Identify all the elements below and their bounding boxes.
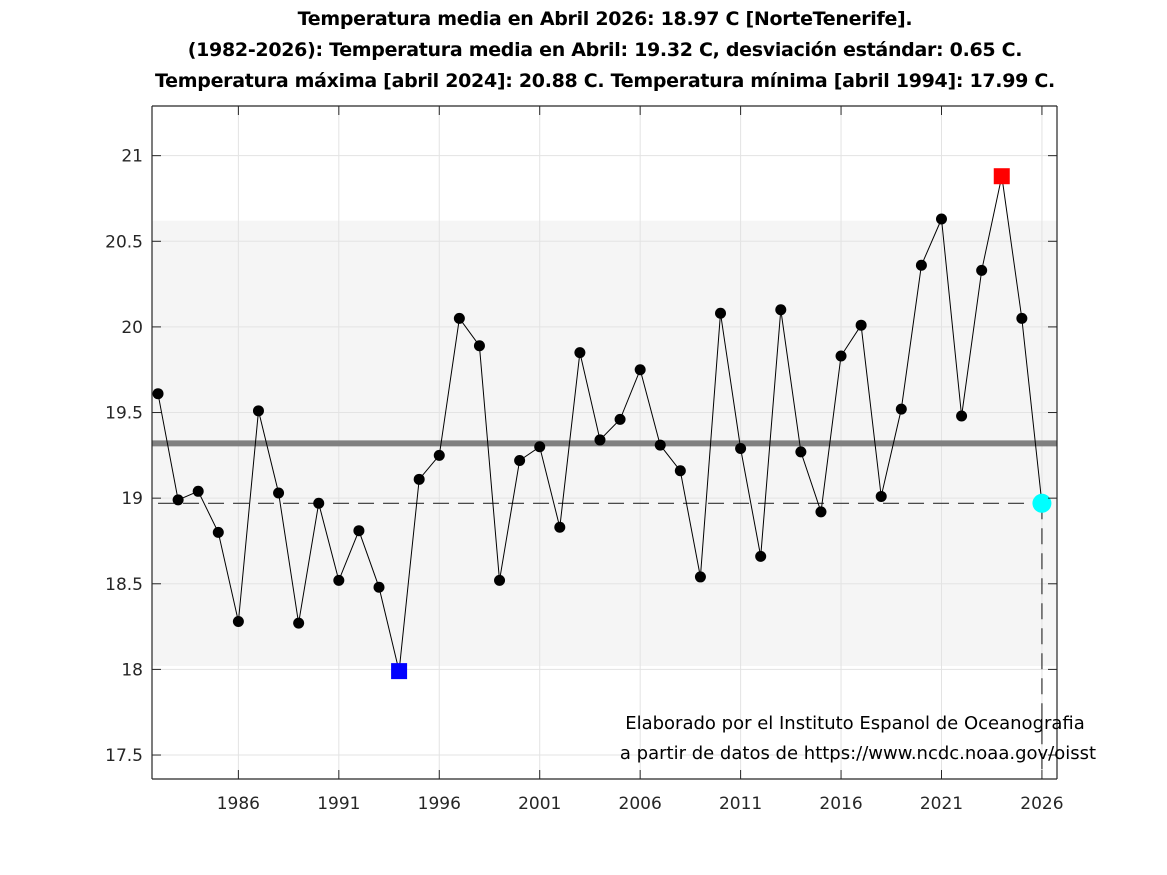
data-point xyxy=(152,388,164,400)
data-point xyxy=(232,615,244,627)
data-point xyxy=(373,581,385,593)
data-point xyxy=(413,473,425,485)
data-point xyxy=(574,347,586,359)
data-point xyxy=(735,442,747,454)
data-point xyxy=(473,340,485,352)
y-tick-label: 18 xyxy=(121,660,143,680)
annotation-line-1: Elaborado por el Instituto Espanol de Oc… xyxy=(625,713,1085,734)
data-point xyxy=(855,319,867,331)
data-point xyxy=(935,213,947,225)
data-point xyxy=(353,525,365,537)
y-tick-label: 20.5 xyxy=(105,232,143,252)
data-point xyxy=(1016,312,1028,324)
y-tick-label: 19 xyxy=(121,489,143,509)
x-tick-label: 2006 xyxy=(619,794,662,814)
data-point xyxy=(654,439,666,451)
current-marker xyxy=(1032,493,1052,513)
data-point xyxy=(192,485,204,497)
chart-title: Temperatura media en Abril 2026: 18.97 C… xyxy=(0,4,1167,97)
reference-lines-layer xyxy=(152,440,1057,779)
y-tick-label: 21 xyxy=(121,147,143,167)
markers-layer xyxy=(152,168,1052,680)
x-tick-label: 2011 xyxy=(719,794,762,814)
data-point xyxy=(494,574,506,586)
data-point xyxy=(895,403,907,415)
data-point xyxy=(634,364,646,376)
data-point xyxy=(293,617,305,629)
x-tick-label: 2001 xyxy=(518,794,561,814)
data-point xyxy=(694,571,706,583)
title-line-2: (1982-2026): Temperatura media en Abril:… xyxy=(187,39,1023,61)
data-point xyxy=(273,487,285,499)
y-tick-label: 18.5 xyxy=(105,575,143,595)
data-point xyxy=(614,413,626,425)
x-tick-label: 1986 xyxy=(217,794,260,814)
data-point xyxy=(795,446,807,458)
data-point xyxy=(775,304,787,316)
data-point xyxy=(514,454,526,466)
annotation-line-2: a partir de datos de https://www.ncdc.no… xyxy=(620,743,1096,764)
axes-layer: 1986 1991 1996 2001 2006 2011 2016 2021 202617.5… xyxy=(105,105,1064,814)
x-tick-label: 1996 xyxy=(418,794,461,814)
data-point xyxy=(172,494,184,506)
data-point xyxy=(956,410,968,422)
data-point xyxy=(915,259,927,271)
data-point xyxy=(313,497,325,509)
data-point xyxy=(674,465,686,477)
x-tick-label: 2021 xyxy=(920,794,963,814)
title-line-1: Temperatura media en Abril 2026: 18.97 C… xyxy=(297,8,913,30)
y-tick-label: 19.5 xyxy=(105,404,143,424)
data-point xyxy=(534,441,546,453)
x-tick-label: 2026 xyxy=(1020,794,1063,814)
data-point xyxy=(433,449,445,461)
data-point xyxy=(252,405,264,417)
data-point xyxy=(835,350,847,362)
data-point xyxy=(333,574,345,586)
y-tick-label: 17.5 xyxy=(105,746,143,766)
data-point xyxy=(755,550,767,562)
data-point xyxy=(594,434,606,446)
data-point xyxy=(453,312,465,324)
x-tick-label: 2016 xyxy=(819,794,862,814)
data-point xyxy=(212,526,224,538)
min-marker xyxy=(391,663,408,680)
max-marker xyxy=(993,168,1010,185)
data-point xyxy=(554,521,566,533)
data-point xyxy=(875,490,887,502)
data-point xyxy=(815,506,827,518)
annotation-layer: Elaborado por el Instituto Espanol de Oc… xyxy=(620,713,1096,764)
data-point xyxy=(976,264,988,276)
title-line-3: Temperatura máxima [abril 2024]: 20.88 C… xyxy=(155,70,1055,92)
y-tick-label: 20 xyxy=(121,318,143,338)
x-tick-label: 1991 xyxy=(317,794,360,814)
data-point xyxy=(715,307,727,319)
